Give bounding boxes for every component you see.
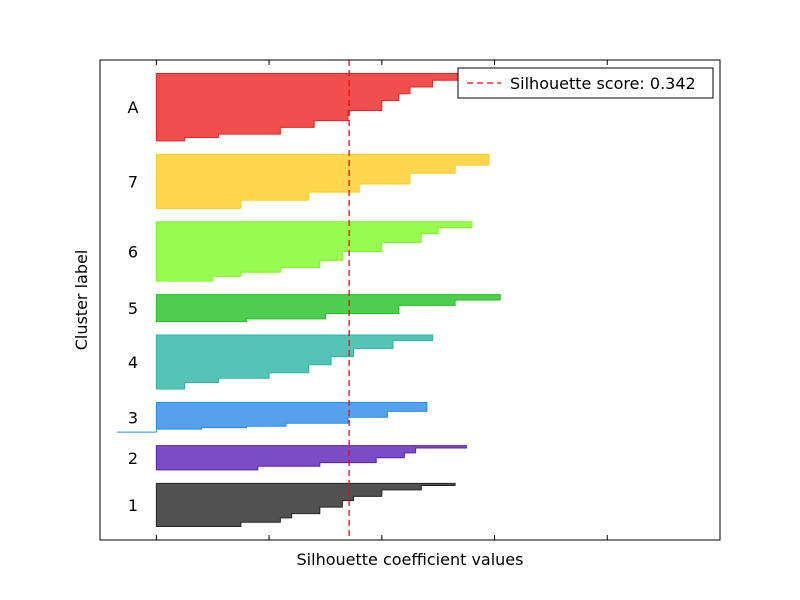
silhouette-cluster-1	[155, 482, 456, 528]
cluster-label-6: 6	[128, 242, 138, 261]
silhouette-cluster-6	[155, 221, 473, 282]
cluster-label-2: 2	[128, 449, 138, 468]
legend-label: Silhouette score: 0.342	[510, 74, 696, 93]
cluster-label-a: A	[128, 98, 139, 117]
plot-frame	[99, 59, 721, 541]
silhouette-cluster-2	[155, 445, 467, 471]
x-axis-ticks	[155, 60, 721, 540]
x-axis-label: Silhouette coefficient values	[297, 550, 524, 569]
cluster-label-4: 4	[128, 353, 138, 372]
silhouette-cluster-a	[155, 72, 467, 142]
silhouette-cluster-3	[116, 401, 428, 433]
silhouette-cluster-5	[155, 294, 501, 323]
cluster-label-3: 3	[128, 408, 138, 427]
cluster-labels: 1 2 3 4 5 6 7 A	[128, 98, 139, 515]
silhouette-cluster-7	[155, 153, 490, 209]
cluster-silhouettes	[116, 72, 501, 528]
cluster-label-1: 1	[128, 496, 138, 515]
cluster-label-5: 5	[128, 299, 138, 318]
silhouette-cluster-4	[155, 334, 434, 390]
y-axis-label: Cluster label	[72, 250, 91, 351]
legend: Silhouette score: 0.342	[457, 67, 714, 99]
cluster-label-7: 7	[128, 172, 138, 191]
